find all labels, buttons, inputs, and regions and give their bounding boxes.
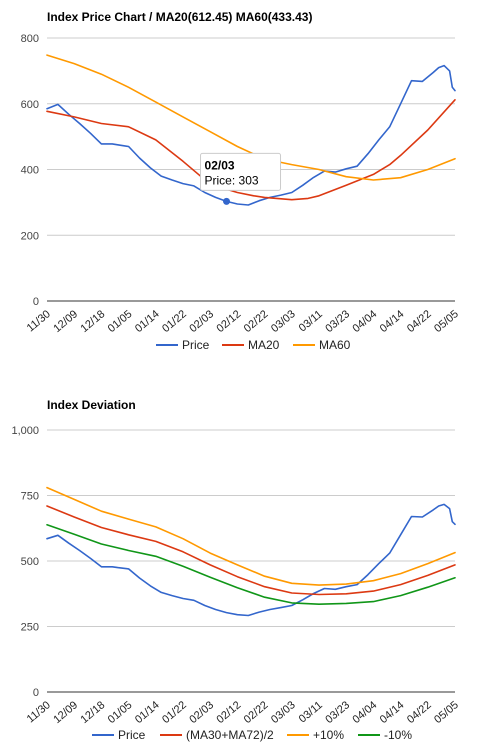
y-tick-label: 200 [21,230,39,242]
tooltip-title: 02/03 [205,158,235,172]
x-tick-label: 12/18 [79,699,108,726]
legend-label-ma20: MA20 [248,338,280,352]
x-tick-label: 01/22 [160,308,189,335]
y-tick-label: 800 [21,33,39,45]
x-tick-label: 04/22 [405,699,434,726]
series-line-10 [46,524,456,605]
x-tick-label: 04/22 [405,308,434,335]
legend-label-ma30-ma72-2: (MA30+MA72)/2 [186,728,274,742]
x-tick-label: 04/04 [351,699,380,726]
x-tick-label: 11/30 [25,699,53,725]
x-tick-label: 02/03 [187,308,216,335]
x-tick-label: 04/14 [378,699,407,726]
x-tick-label: 03/23 [323,699,352,726]
legend-label-price: Price [182,338,210,352]
y-tick-label: 250 [21,622,39,634]
y-tick-label: 750 [21,491,39,503]
price-chart-svg[interactable]: 0 200 400 600 800 11/3012/0912/1801/0501/1401… [0,0,483,372]
y-tick-label: 0 [33,296,39,308]
series-line-ma60 [46,54,456,181]
x-tick-label: 01/05 [106,699,135,726]
x-tick-label: 05/05 [432,308,461,335]
chart-title: Index Price Chart / MA20(612.45) MA60(43… [47,10,313,24]
tooltip-box [200,152,282,191]
x-tick-label: 03/23 [323,308,352,335]
x-tick-label: 04/04 [351,308,380,335]
tooltip-label: Price: 303 [205,173,259,187]
tooltip-point [223,197,231,205]
x-tick-label: 01/14 [133,308,162,335]
legend-label-ma60: MA60 [319,338,351,352]
legend-label-price: Price [118,728,146,742]
x-tick-label: 02/22 [242,308,271,335]
legend-label-10: -10% [384,728,412,742]
y-tick-label: 1,000 [11,425,39,437]
x-tick-label: 02/22 [242,699,271,726]
y-tick-label: 500 [21,556,39,568]
price-chart: Index Price Chart / MA20(612.45) MA60(43… [0,0,483,372]
x-tick-label: 03/11 [297,699,325,725]
x-tick-label: 12/09 [51,308,80,335]
series-line-ma30-ma72-2 [46,505,456,596]
x-tick-label: 12/18 [79,308,108,335]
x-tick-label: 03/03 [269,699,298,726]
x-tick-label: 05/05 [432,699,461,726]
y-tick-label: 0 [33,687,39,699]
x-tick-label: 04/14 [378,308,407,335]
x-tick-label: 11/30 [25,308,53,334]
x-tick-label: 01/22 [160,699,189,726]
series-line-ma20 [46,99,456,201]
deviation-chart: Index Deviation 0 250 500 750 1,000 11/30 12/0… [0,388,483,746]
deviation-chart-svg[interactable]: 0 250 500 750 1,000 11/3012/0912/1801/0501/14… [0,388,483,746]
x-tick-label: 02/12 [215,699,244,726]
legend-label-10: +10% [313,728,344,742]
chart-title: Index Deviation [47,398,136,412]
x-tick-label: 01/05 [106,308,135,335]
x-tick-label: 02/12 [215,308,244,335]
x-tick-label: 03/03 [269,308,298,335]
x-tick-label: 01/14 [133,699,162,726]
series-line-price [46,503,456,617]
x-tick-label: 02/03 [187,699,216,726]
series-line-10 [46,486,456,586]
series-line-price [46,64,456,206]
x-tick-label: 12/09 [51,699,80,726]
y-tick-label: 400 [21,165,39,177]
y-tick-label: 600 [21,99,39,111]
x-tick-label: 03/11 [297,308,325,334]
